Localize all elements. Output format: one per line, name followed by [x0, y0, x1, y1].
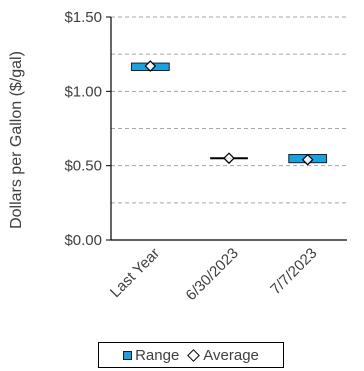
range-swatch — [123, 350, 133, 360]
legend-label-average: Average — [203, 346, 259, 364]
range-bars — [130, 62, 328, 164]
x-tick-label: 7/7/2023 — [267, 245, 320, 298]
y-tick-label: $1.50 — [64, 9, 102, 26]
y-axis-ticks: $0.00 $0.50 $1.00 $1.50 — [64, 9, 111, 249]
average-marker — [223, 152, 235, 165]
x-tick-label: 6/30/2023 — [183, 245, 242, 304]
average-markers — [144, 60, 314, 166]
average-diamond-icon — [187, 348, 201, 362]
legend-item-range: Range — [123, 347, 179, 364]
legend-item-average: Average — [187, 347, 259, 364]
average-marker — [301, 153, 314, 166]
average-marker — [144, 60, 157, 72]
y-axis-title: Dollars per Gallon ($/gal) — [8, 51, 25, 229]
y-tick-label: $0.00 — [64, 232, 102, 249]
y-tick-label: $0.50 — [64, 158, 102, 175]
gridlines — [111, 16, 347, 204]
legend-label-range: Range — [135, 346, 180, 364]
x-axis-ticks: Last Year 6/30/2023 7/7/2023 — [107, 245, 321, 304]
legend: Range Average — [98, 342, 284, 368]
chart: $0.00 $0.50 $1.00 $1.50 Last Year 6/30/2023 7… — [8, 9, 347, 304]
x-tick-label: Last Year — [107, 245, 163, 301]
y-tick-label: $1.00 — [64, 83, 102, 100]
axes — [110, 17, 347, 241]
